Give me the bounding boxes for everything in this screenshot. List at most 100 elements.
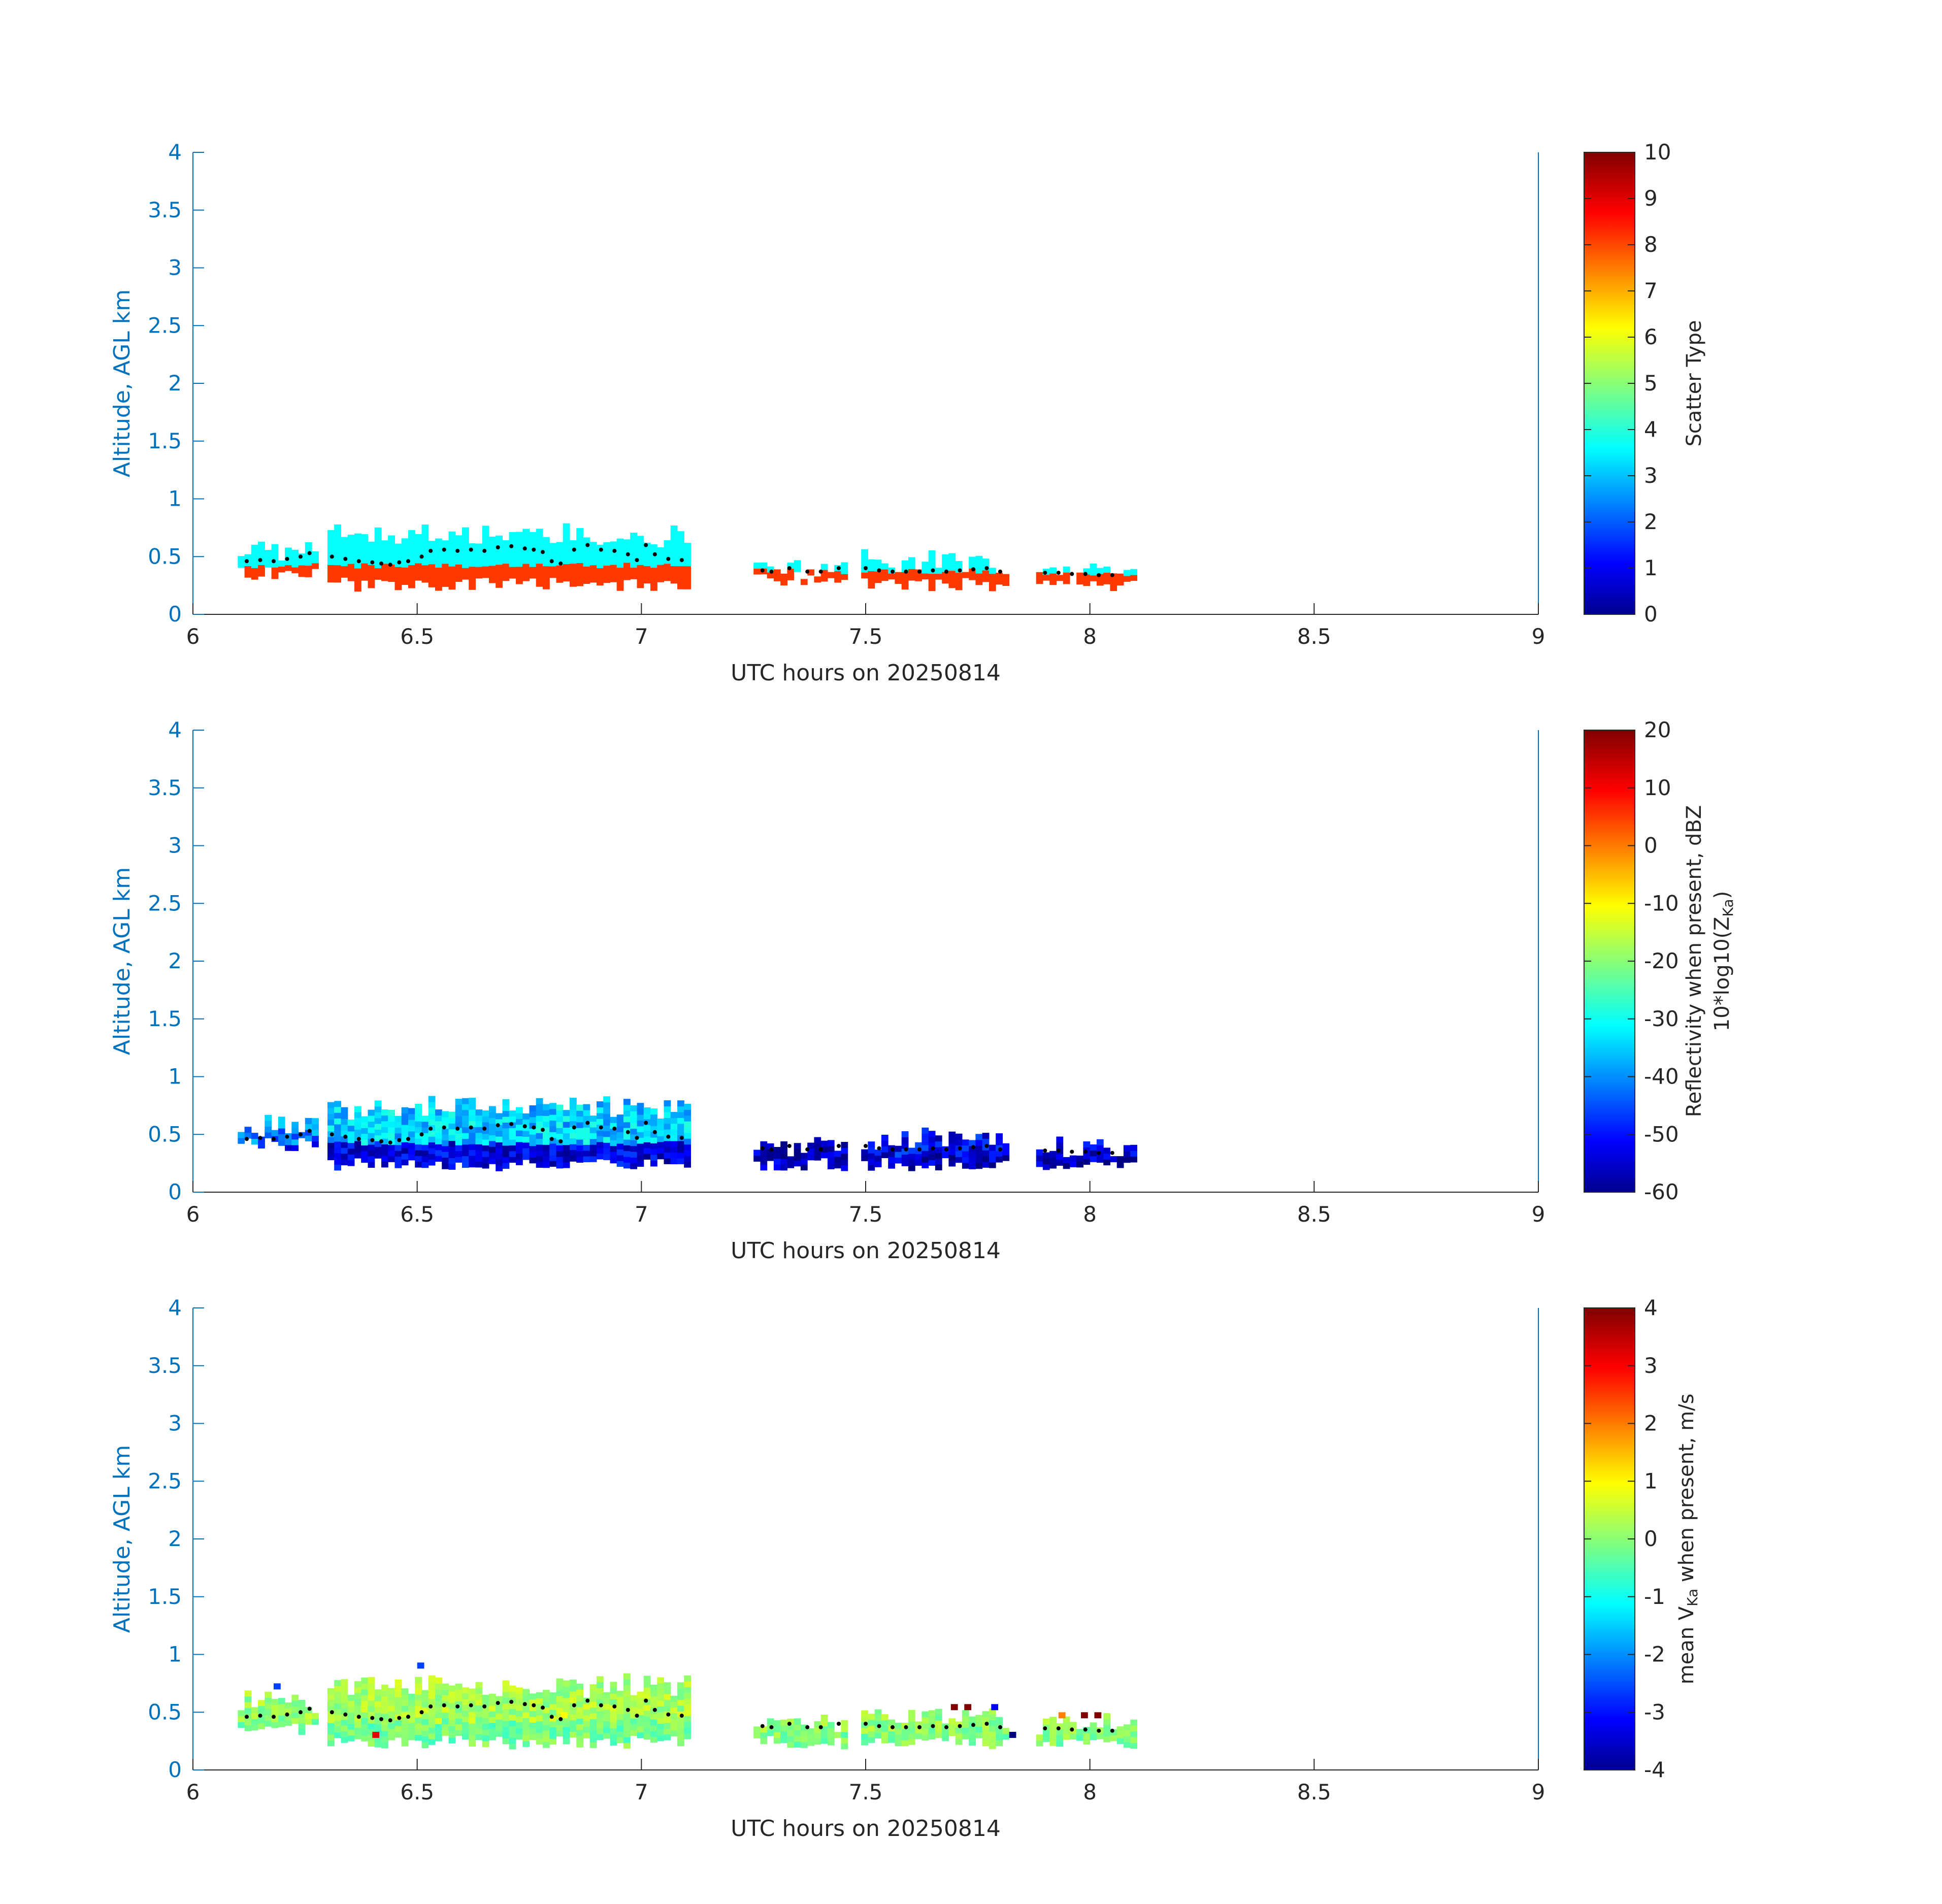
heatmap-cell [401,1728,409,1735]
cloud-base-dot [272,1715,276,1719]
x-tick-label: 7.5 [849,1780,883,1804]
heatmap-cell [664,1140,671,1147]
heatmap-cell [347,1712,355,1719]
heatmap-cell [374,1152,382,1159]
heatmap-cell [962,1710,969,1717]
heatmap-cell [516,532,523,538]
heatmap-cell [462,1727,469,1734]
heatmap-cell [610,1722,617,1728]
heatmap-cell [448,1731,456,1738]
heatmap-cell [258,1142,265,1148]
heatmap-cell [664,1152,671,1159]
heatmap-cell [664,569,671,575]
heatmap-cell [969,1716,976,1723]
heatmap-cell [610,1117,617,1123]
heatmap-cell [516,1153,523,1160]
colorbar-tick-label: 0 [1644,833,1658,858]
heatmap-cell [1090,1728,1097,1734]
heatmap-cell [549,1161,556,1167]
heatmap-cell [643,577,651,583]
heatmap-cell [908,1721,915,1728]
heatmap-cell [563,1686,570,1692]
heatmap-cell [368,1133,375,1139]
heatmap-cell [982,1734,990,1741]
heatmap-cell [394,1702,402,1709]
heatmap-cell [664,1146,671,1153]
heatmap-cell [670,1724,678,1731]
heatmap-cell [576,1122,583,1128]
heatmap-cell [536,1098,543,1104]
colorbar-tick-label: -2 [1644,1642,1665,1667]
heatmap-cell [1090,1734,1097,1741]
heatmap-cell [841,1165,848,1171]
heatmap-cell [610,541,617,548]
heatmap-cell [305,571,312,577]
heatmap-cell [576,1741,583,1748]
heatmap-cell [291,1127,299,1134]
heatmap-cell [475,1132,483,1139]
heatmap-cell [381,552,388,558]
heatmap-cell [820,1737,828,1744]
heatmap-cell [637,1132,644,1138]
heatmap-cell [381,1144,388,1151]
heatmap-cell [603,1119,610,1126]
heatmap-cell [381,1742,388,1749]
heatmap-cell [677,1118,684,1124]
heatmap-cell [650,1114,657,1121]
heatmap-cell [341,1107,348,1113]
heatmap-cell [753,1150,761,1156]
heatmap-cell [657,1130,664,1136]
heatmap-cell [670,1129,678,1136]
heatmap-cell [576,545,583,552]
colorbar-tick-label: 2 [1644,509,1658,534]
heatmap-cell [1042,1735,1050,1742]
cloud-base-dot [585,1698,590,1703]
heatmap-cell [664,1734,671,1741]
heatmap-cell [989,1144,996,1151]
heatmap-cell [347,1718,355,1724]
heatmap-cell [435,1735,442,1742]
heatmap-cell [603,1715,610,1722]
heatmap-cell [361,1116,368,1123]
heatmap-cell [502,569,510,575]
heatmap-cell [630,1718,637,1725]
heatmap-cell [780,1153,787,1159]
y-tick-label: 1 [168,486,182,511]
heatmap-cell [428,1675,436,1682]
heatmap-cell [664,1100,671,1107]
heatmap-cell [1096,1139,1104,1145]
heatmap-cell [935,1715,942,1721]
heatmap-cell [767,1730,774,1736]
heatmap-cell [435,1729,442,1736]
heatmap-cell [543,1707,550,1714]
cloud-base-dot [397,1716,402,1720]
heatmap-cell [563,1144,570,1151]
x-tick-label: 8 [1083,624,1097,649]
heatmap-cell [394,1127,402,1134]
heatmap-cell [800,1153,808,1159]
heatmap-cell [800,1158,808,1165]
heatmap-cell [394,578,402,584]
heatmap-cell [630,1117,637,1123]
heatmap-cell [841,1737,848,1744]
heatmap-cell [563,1156,570,1163]
heatmap-cell [657,1119,664,1125]
heatmap-cell [347,546,355,552]
heatmap-cell [388,1121,395,1128]
heatmap-cell [462,1127,469,1133]
cloud-base-dot [818,569,823,574]
heatmap-cell [827,1152,835,1158]
heatmap-cell [881,1737,888,1744]
heatmap-cell [616,538,624,545]
heatmap-cell [610,1134,617,1140]
heatmap-cell [442,1683,449,1690]
heatmap-cell [1063,578,1070,584]
heatmap-cell [576,1706,583,1713]
cloud-base-dot [998,1147,1002,1152]
heatmap-cell [549,1155,556,1161]
heatmap-cell [1116,579,1124,586]
cloud-base-dot [1043,1726,1047,1731]
heatmap-cell [455,1683,463,1690]
cloud-base-dot [419,1132,424,1137]
